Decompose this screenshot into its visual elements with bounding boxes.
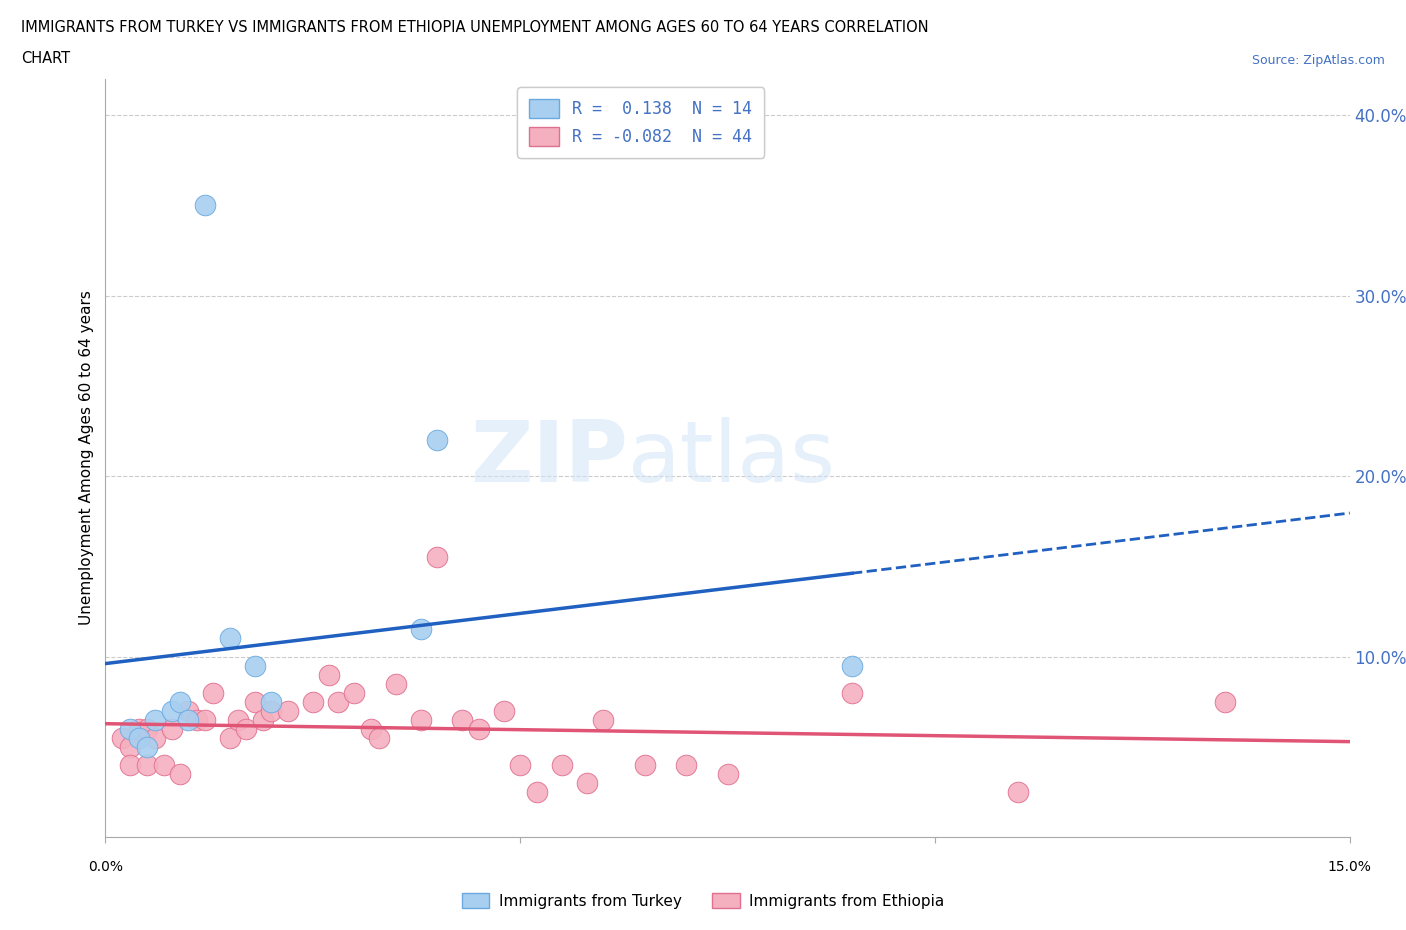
Point (451, 712, 474, 727)
Point (169, 766, 191, 781)
Text: 15.0%: 15.0% (1327, 860, 1372, 874)
Point (120, 739, 142, 754)
Text: 0.0%: 0.0% (89, 860, 122, 874)
Point (260, 703, 283, 718)
Point (467, 722, 489, 737)
Y-axis label: Unemployment Among Ages 60 to 64 years: Unemployment Among Ages 60 to 64 years (79, 290, 94, 626)
Point (143, 730, 166, 745)
Point (277, 703, 299, 718)
Point (202, 685, 225, 700)
Point (136, 739, 159, 754)
Point (120, 757, 142, 772)
Point (343, 685, 366, 700)
Point (575, 776, 598, 790)
Point (717, 766, 740, 781)
Point (219, 631, 242, 646)
Point (592, 712, 614, 727)
Point (526, 784, 548, 799)
Point (243, 694, 266, 709)
Point (219, 730, 242, 745)
Point (186, 712, 208, 727)
Point (634, 757, 657, 772)
Point (675, 757, 697, 772)
Point (226, 712, 249, 727)
Point (426, 432, 449, 447)
Point (194, 198, 217, 213)
Point (385, 676, 408, 691)
Point (111, 730, 134, 745)
Point (128, 722, 150, 737)
Point (841, 658, 863, 673)
Point (326, 694, 349, 709)
Point (1215, 694, 1237, 709)
Point (194, 712, 217, 727)
Point (368, 730, 391, 745)
Point (360, 722, 382, 737)
Text: IMMIGRANTS FROM TURKEY VS IMMIGRANTS FROM ETHIOPIA UNEMPLOYMENT AMONG AGES 60 TO: IMMIGRANTS FROM TURKEY VS IMMIGRANTS FRO… (21, 20, 929, 35)
Point (136, 757, 159, 772)
Point (143, 712, 166, 727)
Legend: R =  0.138  N = 14, R = -0.082  N = 44: R = 0.138 N = 14, R = -0.082 N = 44 (517, 87, 763, 157)
Point (260, 694, 283, 709)
Point (160, 722, 183, 737)
Point (177, 703, 200, 718)
Point (841, 685, 863, 700)
Point (302, 694, 325, 709)
Point (509, 757, 531, 772)
Point (1007, 784, 1029, 799)
Point (128, 730, 150, 745)
Point (177, 712, 200, 727)
Text: atlas: atlas (628, 417, 837, 499)
Text: Source: ZipAtlas.com: Source: ZipAtlas.com (1251, 54, 1385, 67)
Point (551, 757, 574, 772)
Point (409, 622, 432, 637)
Point (235, 722, 257, 737)
Legend: Immigrants from Turkey, Immigrants from Ethiopia: Immigrants from Turkey, Immigrants from … (456, 886, 950, 915)
Point (318, 667, 340, 682)
Text: CHART: CHART (21, 51, 70, 66)
Point (160, 703, 183, 718)
Point (409, 712, 432, 727)
Point (492, 703, 515, 718)
Point (120, 722, 142, 737)
Point (243, 658, 266, 673)
Point (169, 694, 191, 709)
Point (152, 757, 174, 772)
Point (426, 550, 449, 565)
Point (252, 712, 274, 727)
Point (136, 722, 159, 737)
Text: ZIP: ZIP (471, 417, 628, 499)
